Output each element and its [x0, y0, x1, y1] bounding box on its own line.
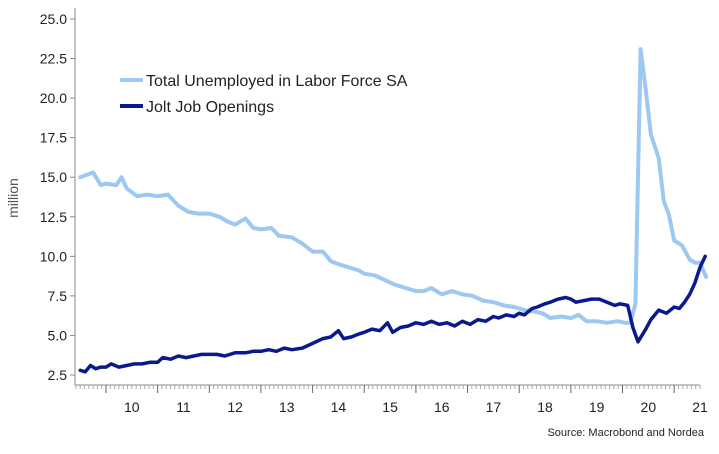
y-tick-label: 22.5	[40, 51, 67, 67]
legend: Total Unemployed in Labor Force SA Jolt …	[120, 73, 408, 116]
x-tick-label: 20	[641, 399, 657, 415]
y-tick-label: 20.0	[40, 90, 67, 106]
legend-label-job-openings: Jolt Job Openings	[146, 99, 274, 116]
y-axis-title: million	[5, 178, 21, 218]
x-tick-group: 10 11 12 13 14 15 16 17 18 19 20 21	[75, 385, 708, 415]
y-tick-label: 2.5	[48, 367, 68, 383]
x-tick-label: 17	[486, 399, 502, 415]
series-line-unemployed	[78, 47, 709, 325]
x-tick-label: 11	[176, 399, 191, 415]
y-tick-label: 10.0	[40, 248, 67, 264]
x-tick-label: 10	[124, 399, 140, 415]
x-tick-label: 16	[434, 399, 450, 415]
x-tick-label: 19	[589, 399, 605, 415]
y-tick-label: 17.5	[40, 130, 67, 146]
y-tick-label: 25.0	[40, 11, 67, 27]
x-tick-label: 18	[537, 399, 553, 415]
series-group	[78, 47, 709, 374]
x-tick-label: 12	[227, 399, 243, 415]
y-tick-group: 25.0 22.5 20.0 17.5 15.0 12.5 10.0 7.5 5.0 2.5	[40, 11, 75, 383]
y-tick-label: 7.5	[48, 288, 68, 304]
source-note: Source: Macrobond and Nordea	[547, 427, 704, 439]
y-tick-label: 15.0	[40, 169, 67, 185]
series-line-job-openings	[78, 254, 707, 374]
y-tick-label: 12.5	[40, 209, 67, 225]
x-tick-label: 14	[331, 399, 347, 415]
y-tick-label: 5.0	[48, 327, 68, 343]
x-tick-label: 15	[382, 399, 398, 415]
x-tick-label: 21	[692, 399, 708, 415]
legend-label-unemployed: Total Unemployed in Labor Force SA	[146, 73, 408, 90]
x-tick-label: 13	[279, 399, 295, 415]
